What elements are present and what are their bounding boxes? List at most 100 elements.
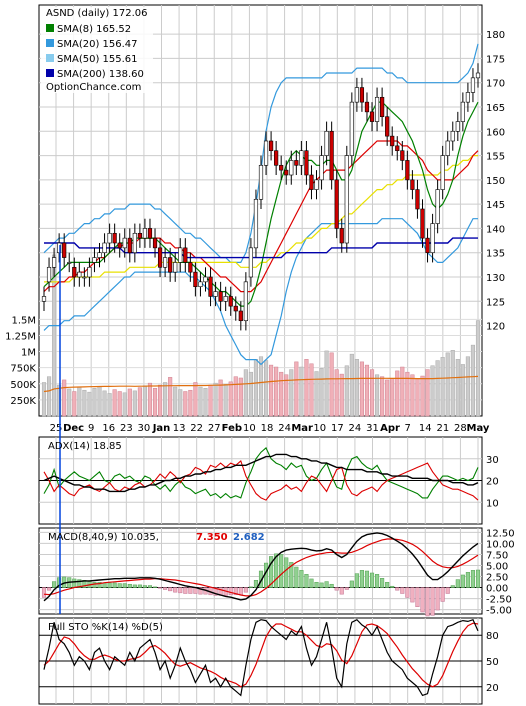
candle-body: [284, 169, 289, 176]
volume-bar: [168, 377, 173, 417]
volume-bar: [263, 360, 269, 417]
x-tick-label: 21: [436, 423, 449, 434]
volume-bar: [223, 384, 228, 417]
macd-histogram-bar: [248, 586, 253, 588]
macd-histogram-bar: [279, 554, 284, 588]
volume-bar: [415, 378, 420, 417]
candle-body: [183, 247, 188, 263]
volume-bar: [354, 359, 359, 417]
x-tick-label: 7: [404, 423, 410, 434]
candle-body: [425, 237, 430, 254]
volume-bar: [97, 386, 102, 417]
candle-body: [213, 291, 218, 297]
volume-bar: [435, 360, 440, 417]
macd-histogram-bar: [107, 582, 112, 588]
volume-bar: [380, 376, 385, 417]
x-tick-label: Dec: [63, 423, 84, 434]
candle-body: [304, 150, 309, 176]
x-tick-label: Jan: [152, 423, 171, 434]
candle-body: [188, 262, 193, 273]
volume-bar: [213, 382, 218, 417]
volume-bar: [369, 369, 375, 417]
macd-histogram-bar: [380, 578, 385, 588]
candle-body: [420, 208, 425, 239]
adx-label: ADX(14) 18.85: [48, 441, 122, 452]
candle-body: [122, 237, 127, 249]
macd-histogram-bar: [465, 572, 470, 588]
volume-bar: [364, 364, 370, 417]
candle-body: [354, 87, 359, 103]
volume-bar: [147, 382, 153, 417]
legend-entry: SMA(200) 138.60: [57, 69, 144, 80]
legend-entry: SMA(20) 156.47: [57, 39, 138, 50]
candle-body: [173, 262, 178, 273]
volume-tick-label: 1.5M: [11, 315, 36, 326]
macd-histogram-bar: [127, 583, 132, 588]
x-tick-label: 16: [102, 423, 115, 434]
macd-histogram-bar: [213, 587, 218, 596]
legend-entry: SMA(50) 155.61: [57, 54, 138, 65]
volume-bar: [430, 365, 435, 417]
macd-histogram-bar: [349, 580, 354, 588]
candle-body: [279, 164, 284, 171]
volume-bar: [82, 389, 87, 417]
macd-histogram-bar: [163, 587, 168, 590]
macd-signal-line: [43, 538, 479, 597]
candle-body: [465, 92, 471, 103]
price-tick-label: 175: [486, 54, 505, 65]
x-tick-label: 30: [138, 423, 151, 434]
volume-bar: [324, 350, 329, 417]
macd-histogram-bar: [415, 587, 420, 607]
volume-bar: [238, 377, 243, 417]
volume-bar: [198, 386, 203, 417]
macd-series: [41, 532, 481, 617]
macd-histogram-bar: [72, 578, 77, 588]
candle-body: [435, 189, 440, 224]
macd-histogram-bar: [173, 587, 178, 593]
volume-bar: [228, 381, 233, 417]
candle-body: [152, 237, 158, 249]
candle-body: [51, 257, 57, 268]
macd-histogram-bar: [400, 587, 405, 594]
macd-tick-label: 10.00: [486, 539, 515, 550]
macd-histogram-bar: [329, 583, 334, 588]
candle-body: [228, 296, 233, 307]
sma8-line: [43, 101, 479, 307]
candle-body: [163, 257, 168, 268]
volume-bar: [57, 384, 62, 417]
legend-swatch: [46, 54, 54, 62]
x-tick-label: 22: [190, 423, 203, 434]
volume-bar: [173, 386, 178, 417]
macd-histogram-bar: [369, 572, 375, 588]
candle-body: [390, 135, 395, 147]
volume-bar: [152, 388, 158, 417]
candle-body: [405, 160, 410, 181]
candle-body: [450, 130, 455, 142]
macd-histogram-bar: [198, 587, 203, 595]
volume-tick-label: 1.25M: [5, 331, 36, 342]
candle-body: [132, 232, 137, 254]
candle-body: [233, 305, 238, 312]
macd-histogram-bar: [122, 583, 127, 588]
macd-histogram-bar: [117, 583, 122, 588]
macd-hist-value: 2.682: [233, 532, 265, 543]
candle-body: [203, 276, 208, 283]
macd-histogram-bar: [238, 587, 243, 596]
price-tick-label: 165: [486, 103, 505, 114]
stoch-k-line: [43, 618, 479, 697]
macd-tick-label: 5.00: [486, 561, 508, 572]
x-tick-label: 27: [208, 423, 221, 434]
macd-histogram-bar: [364, 570, 370, 588]
volume-bar: [314, 371, 319, 417]
volume-bar: [178, 389, 183, 417]
candle-body: [440, 155, 445, 190]
macd-histogram-bar: [475, 569, 481, 588]
volume-bar: [117, 391, 122, 417]
legend-swatch: [46, 69, 54, 77]
volume-bar: [420, 375, 425, 417]
x-tick-label: Feb: [222, 423, 242, 434]
candlesticks: [41, 63, 481, 331]
stoch-d-line: [43, 622, 479, 688]
candle-body: [193, 271, 198, 288]
volume-bar: [41, 382, 47, 417]
